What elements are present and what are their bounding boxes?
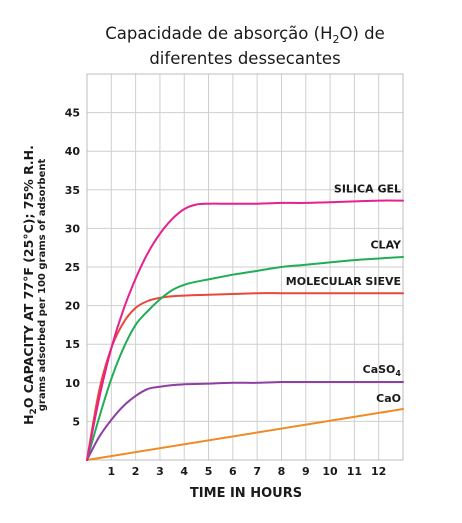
x-tick-label: 4 [180,465,188,478]
x-tick-label: 12 [371,465,386,478]
series-label-molecular-sieve: MOLECULAR SIEVE [286,275,401,288]
x-tick-label: 5 [205,465,213,478]
series-lines [86,199,404,461]
y-tick-label: 15 [65,338,80,351]
series-line-molecular-sieve [86,292,404,461]
x-tick-label: 11 [347,465,362,478]
y-tick-label: 10 [65,377,81,390]
x-tick-label: 1 [107,465,115,478]
series-line-cao [86,408,404,461]
series-line-caso4 [86,380,404,461]
y-tick-label: 30 [65,222,81,235]
x-axis-label: TIME IN HOURS [190,486,302,501]
x-tick-label: 6 [229,465,237,478]
y-tick-label: 45 [65,107,80,120]
y-axis-ticks: 5 10 15 20 25 30 35 40 45 [65,107,81,429]
grid [87,74,403,460]
chart-title: Capacidade de absorção (H2O) de diferent… [105,24,385,68]
x-axis-ticks: 1 2 3 4 5 6 7 8 9 10 11 12 [107,465,386,478]
series-label-silica-gel: SILICA GEL [334,183,401,196]
series-line-clay [86,256,404,461]
y-axis-label: H2O CAPACITY AT 77°F (25°C); 75% R.H. gr… [21,145,48,425]
x-tick-label: 2 [132,465,140,478]
plot-frame [86,73,404,461]
y-axis-label-secondary: grams adsorbed per 100 grams of adsorben… [37,159,48,412]
chart-title-subscript: 2 [332,33,339,46]
series-line-silica-gel [86,199,404,461]
y-tick-label: 5 [72,415,80,428]
series-labels: SILICA GEL CLAY MOLECULAR SIEVE CaSO4 CaO [286,183,402,405]
x-tick-label: 3 [156,465,164,478]
series-label-cao: CaO [376,392,401,405]
x-tick-label: 9 [302,465,310,478]
y-tick-label: 25 [65,261,80,274]
chart-title-line1: Capacidade de absorção (H2O) de [105,24,385,46]
series-label-caso4: CaSO4 [363,363,402,378]
series-label-clay: CLAY [370,239,402,252]
y-axis-label-main: H2O CAPACITY AT 77°F (25°C); 75% R.H. [21,145,39,425]
x-tick-label: 7 [253,465,261,478]
y-tick-label: 40 [65,145,81,158]
y-axis-label-subscript: 2 [29,408,39,414]
x-tick-label: 8 [278,465,286,478]
x-tick-label: 10 [322,465,338,478]
y-tick-label: 20 [65,300,81,313]
plot-border [86,73,404,461]
chart-title-line2: diferentes dessecantes [149,49,340,68]
y-tick-label: 35 [65,184,80,197]
